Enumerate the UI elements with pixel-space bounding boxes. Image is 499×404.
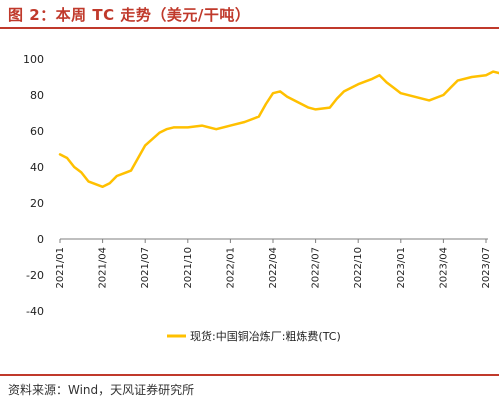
x-axis: 2021/01 2021/04 2021/07 2021/10 2022/01 2022/… (55, 238, 492, 289)
y-tick-label: 40 (30, 161, 44, 174)
x-tick-label: 2023/07 (481, 247, 492, 289)
footer-rule (0, 374, 499, 376)
x-tick-label: 2022/01 (225, 247, 236, 289)
x-tick-label: 2021/04 (98, 247, 109, 289)
x-tick-label: 2023/04 (438, 247, 449, 289)
legend: 现货:中国铜冶炼厂:粗炼费(TC) (167, 329, 341, 343)
series-line-tc (58, 70, 499, 189)
plot-area (58, 70, 499, 189)
chart-title: 图 2：本周 TC 走势（美元/干吨） (8, 6, 251, 24)
source-note: 资料来源：Wind，天风证券研究所 (8, 383, 195, 397)
y-tick-label: -20 (26, 269, 44, 282)
y-tick-label: 0 (37, 233, 44, 246)
y-tick-label: 20 (30, 197, 44, 210)
y-tick-label: -40 (26, 305, 44, 318)
x-tick-label: 2021/07 (140, 247, 151, 289)
title-rule (0, 27, 499, 29)
y-tick-label: 80 (30, 89, 44, 102)
y-axis: 100 80 60 40 20 0 -20 -40 (23, 53, 44, 318)
legend-label: 现货:中国铜冶炼厂:粗炼费(TC) (190, 329, 341, 343)
x-tick-label: 2021/10 (183, 247, 194, 289)
x-tick-label: 2021/01 (55, 247, 66, 289)
y-tick-label: 100 (23, 53, 44, 66)
y-tick-label: 60 (30, 125, 44, 138)
x-tick-label: 2022/04 (268, 247, 279, 289)
x-tick-label: 2023/01 (396, 247, 407, 289)
x-tick-label: 2022/10 (353, 247, 364, 289)
x-tick-label: 2022/07 (311, 247, 322, 289)
